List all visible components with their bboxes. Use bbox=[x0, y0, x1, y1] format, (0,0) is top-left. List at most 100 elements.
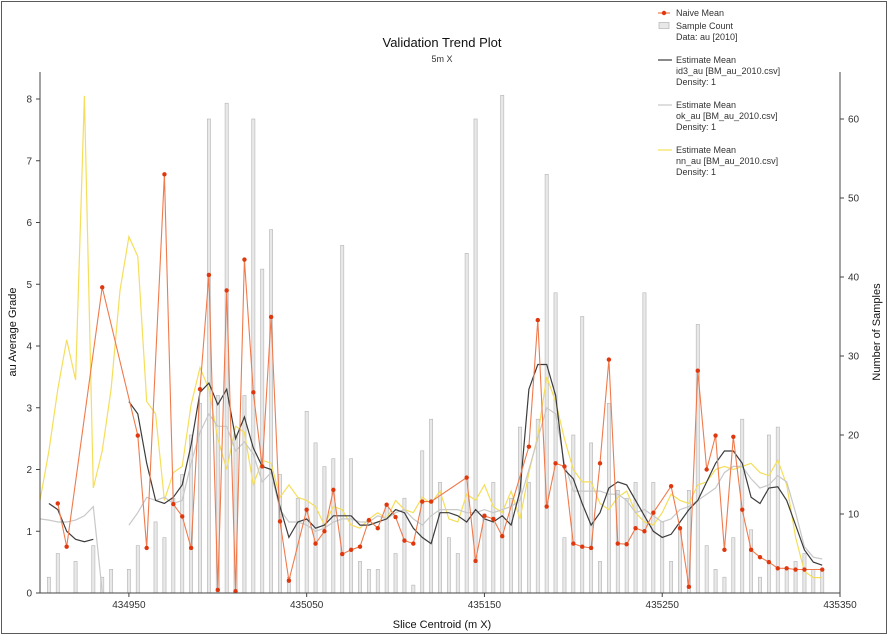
sample-count-bar bbox=[331, 458, 336, 594]
sample-count-bar bbox=[455, 553, 460, 594]
sample-count-bar bbox=[393, 553, 398, 594]
id3-au-line bbox=[48, 363, 823, 566]
sample-count-bar bbox=[713, 568, 718, 594]
sample-count-bar bbox=[126, 568, 131, 594]
sample-count-bar bbox=[589, 442, 594, 594]
naive-mean-point bbox=[55, 501, 60, 506]
legend-id3-text: Density: 1 bbox=[676, 77, 716, 87]
sample-count-bar bbox=[135, 545, 140, 594]
naive-mean-point bbox=[348, 547, 354, 552]
naive-mean-line bbox=[57, 174, 823, 592]
sample-count-bar bbox=[260, 268, 265, 594]
naive-mean-point bbox=[144, 545, 149, 551]
sample-count-bar bbox=[606, 403, 611, 594]
legend-nn-text: nn_au [BM_au_2010.csv] bbox=[676, 156, 778, 166]
naive-mean-point bbox=[215, 587, 220, 593]
naive-mean-point bbox=[251, 390, 256, 395]
naive-mean-point bbox=[384, 502, 389, 507]
naive-mean-point bbox=[668, 483, 674, 489]
sample-count-bar bbox=[206, 118, 211, 594]
sample-count-bar bbox=[242, 395, 247, 594]
legend-count-swatch bbox=[658, 22, 670, 29]
sample-count-bar bbox=[749, 529, 754, 594]
sample-count-bar bbox=[722, 576, 727, 594]
naive-mean-point bbox=[304, 507, 309, 512]
naive-mean-point bbox=[482, 513, 487, 519]
naive-mean-point bbox=[588, 545, 594, 551]
sample-count-bar bbox=[162, 537, 167, 594]
sample-count-bar bbox=[766, 434, 771, 594]
sample-count-bar bbox=[91, 545, 96, 594]
naive-mean-point bbox=[260, 464, 265, 469]
sample-count-bar bbox=[704, 545, 709, 594]
sample-count-bar bbox=[224, 102, 229, 594]
y2-tick-label: 60 bbox=[848, 115, 860, 126]
naive-mean-point bbox=[206, 272, 212, 278]
sample-count-bar bbox=[411, 584, 416, 594]
naive-mean-point bbox=[606, 357, 612, 362]
naive-mean-point bbox=[188, 545, 194, 551]
sample-count-bar bbox=[153, 521, 158, 594]
naive-mean-point bbox=[162, 172, 167, 177]
naive-mean-point bbox=[571, 541, 576, 546]
y2-tick-label: 30 bbox=[848, 352, 860, 363]
y-tick-label: 5 bbox=[26, 280, 32, 291]
sample-count-bar bbox=[366, 568, 371, 594]
chart-subtitle: 5m X bbox=[431, 54, 452, 64]
sample-count-bar bbox=[562, 537, 567, 594]
naive-mean-point bbox=[748, 547, 754, 552]
sample-count-bar bbox=[784, 568, 789, 594]
naive-mean-point bbox=[553, 461, 558, 466]
x-tick-label: 435250 bbox=[646, 600, 680, 611]
sample-count-bar bbox=[580, 316, 585, 594]
naive-mean-point bbox=[775, 566, 780, 571]
legend-count-text: Data: au [2010] bbox=[676, 32, 738, 42]
y-tick-label: 0 bbox=[26, 589, 32, 600]
naive-mean-point bbox=[268, 314, 274, 320]
sample-count-bar bbox=[473, 118, 478, 594]
naive-mean-point bbox=[740, 507, 745, 512]
chart-axes: 0 1 2 3 4 5 6 7 8 10 20 30 40 50 60 434950 435050 435150 4… bbox=[26, 72, 860, 611]
sample-count-bar bbox=[651, 482, 656, 594]
naive-mean-point bbox=[375, 525, 380, 531]
naive-mean-point bbox=[100, 285, 105, 290]
naive-mean-point bbox=[411, 541, 416, 546]
naive-mean-point bbox=[615, 541, 620, 546]
naive-mean-point bbox=[562, 464, 567, 469]
naive-mean-point bbox=[820, 567, 825, 572]
sample-count-bar bbox=[109, 568, 114, 594]
naive-mean-point bbox=[366, 517, 372, 523]
naive-mean-point bbox=[757, 554, 763, 560]
naive-mean-point bbox=[802, 567, 807, 572]
naive-mean-point bbox=[331, 487, 336, 493]
sample-count-bar bbox=[642, 292, 647, 594]
sample-count-bar bbox=[375, 568, 380, 594]
naive-mean-point bbox=[686, 584, 692, 590]
naive-mean-point bbox=[322, 529, 327, 534]
y2-tick-label: 10 bbox=[848, 510, 860, 521]
sample-count-bar bbox=[731, 537, 736, 594]
y2-tick-label: 20 bbox=[848, 431, 860, 442]
naive-mean-point bbox=[242, 257, 247, 262]
legend-ok-text: ok_au [BM_au_2010.csv] bbox=[676, 111, 778, 121]
sample-count-bar bbox=[464, 253, 469, 594]
naive-mean-point bbox=[180, 514, 185, 519]
y2-tick-label: 50 bbox=[848, 194, 860, 205]
naive-mean-point bbox=[766, 559, 772, 565]
y-tick-label: 8 bbox=[26, 95, 32, 106]
naive-mean-point bbox=[428, 499, 434, 504]
y-tick-label: 4 bbox=[26, 342, 32, 353]
legend-id3-text: id3_au [BM_au_2010.csv] bbox=[676, 66, 780, 76]
naive-mean-point bbox=[704, 467, 709, 472]
y-tick-label: 6 bbox=[26, 218, 32, 229]
legend-count-text: Sample Count bbox=[676, 21, 734, 31]
sample-count-bar bbox=[420, 450, 425, 594]
sample-count-bar bbox=[669, 561, 674, 594]
x-tick-label: 435150 bbox=[468, 600, 502, 611]
sample-count-bar bbox=[482, 513, 487, 594]
naive-mean-point bbox=[313, 541, 318, 546]
sample-count-bar bbox=[55, 553, 60, 594]
sample-count-bar bbox=[695, 324, 700, 594]
sample-count-bar bbox=[535, 418, 540, 594]
naive-mean-point bbox=[580, 544, 585, 549]
